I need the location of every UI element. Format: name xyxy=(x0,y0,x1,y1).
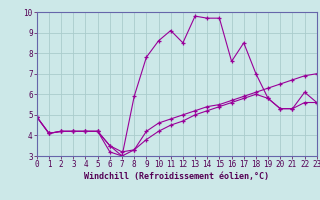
X-axis label: Windchill (Refroidissement éolien,°C): Windchill (Refroidissement éolien,°C) xyxy=(84,172,269,181)
